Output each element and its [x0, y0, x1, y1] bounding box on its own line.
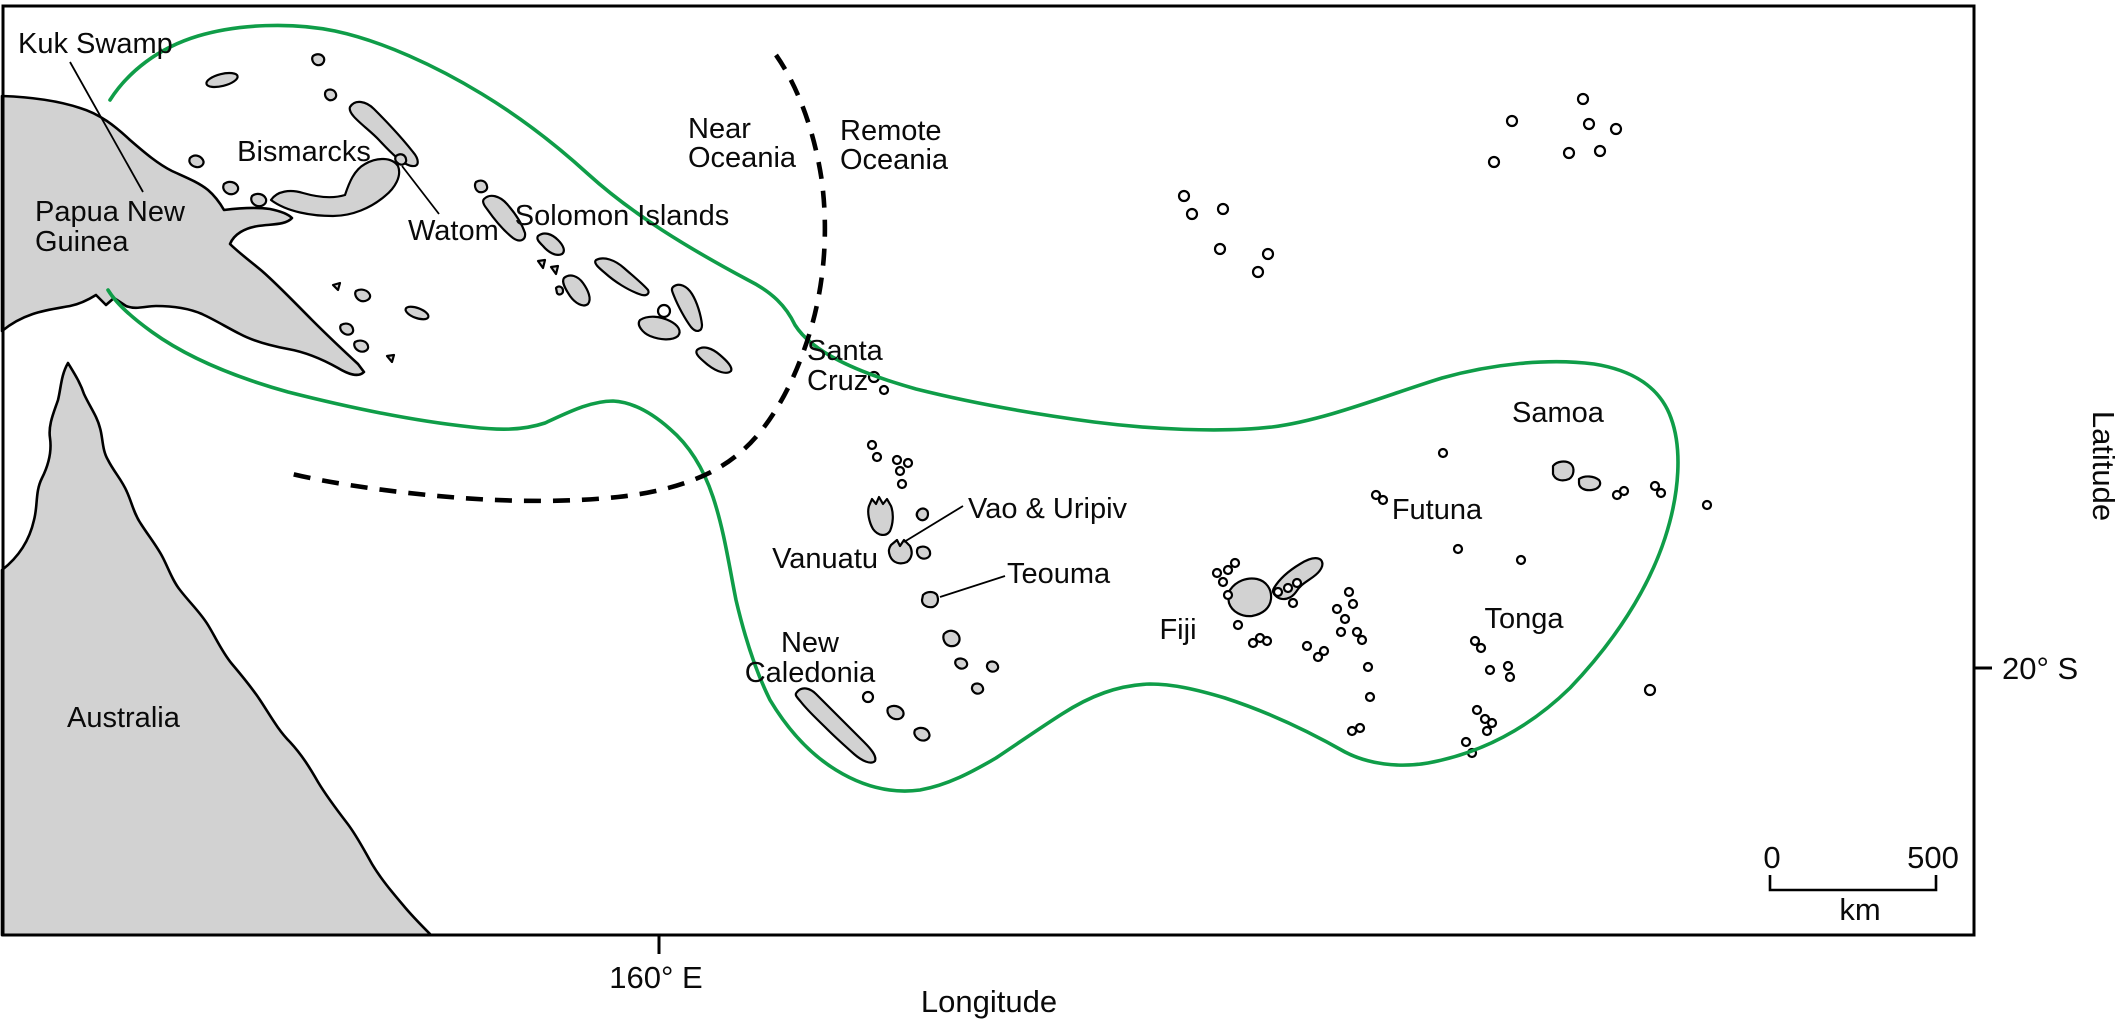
- label-vanuatu: Vanuatu: [772, 543, 878, 575]
- teouma-leader-line: [939, 575, 1006, 598]
- label-tonga: Tonga: [1484, 603, 1564, 635]
- kuk-swamp-leader-line: [69, 61, 144, 193]
- islands-tonga: [1460, 635, 1657, 759]
- y-axis-title: Latitude: [2086, 411, 2115, 521]
- label-solomon-islands: Solomon Islands: [515, 200, 729, 232]
- islands-northeast-atolls: [1177, 92, 1623, 279]
- x-axis-title: Longitude: [921, 984, 1057, 1019]
- scale-bar-labels: 0 500 km: [1763, 840, 1958, 927]
- islands-new-caledonia: [794, 687, 931, 764]
- label-teouma: Teouma: [1007, 558, 1111, 590]
- label-new-caledonia-line2: Caledonia: [745, 657, 876, 689]
- lapita-distribution-outline: [106, 23, 1680, 793]
- islands-bismarck-archipelago: [188, 53, 489, 218]
- label-bismarcks: Bismarcks: [237, 136, 371, 168]
- watom-leader-line: [401, 165, 440, 215]
- label-near-oceania-line1: Near: [688, 113, 751, 145]
- label-near-oceania-line2: Oceania: [688, 142, 797, 174]
- map-border: [1, 4, 1976, 937]
- label-new-caledonia-line1: New: [781, 627, 840, 659]
- label-santa-cruz-line2: Cruz: [807, 365, 868, 397]
- scale-bar: [1768, 875, 1938, 892]
- scale-start-label: 0: [1763, 840, 1780, 875]
- label-remote-oceania-line2: Oceania: [840, 144, 949, 176]
- label-vao-uripiv: Vao & Uripiv: [968, 493, 1128, 525]
- islands-vanuatu: [866, 439, 1000, 695]
- islands-solomons: [481, 194, 733, 374]
- scale-end-label: 500: [1907, 840, 1959, 875]
- label-fiji: Fiji: [1159, 614, 1196, 646]
- label-papua-new-guinea-line1: Papua New: [35, 196, 186, 228]
- label-kuk-swamp: Kuk Swamp: [18, 28, 173, 60]
- y-tick-label: 20° S: [2002, 651, 2078, 686]
- islands-samoa: [1551, 460, 1713, 511]
- label-remote-oceania-line1: Remote: [840, 115, 942, 147]
- label-papua-new-guinea-line2: Guinea: [35, 226, 129, 258]
- label-australia: Australia: [67, 702, 181, 734]
- islands-futuna: [1370, 447, 1527, 566]
- x-tick-label: 160° E: [609, 960, 702, 995]
- landmass-papua-new-guinea: [0, 94, 366, 377]
- islands-fiji: [1211, 557, 1376, 737]
- landmass-australia: [0, 361, 433, 937]
- islands-dentrecasteaux: [331, 281, 430, 364]
- label-watom: Watom: [408, 215, 499, 247]
- vao-uripiv-leader-line: [903, 505, 964, 543]
- label-samoa: Samoa: [1512, 397, 1605, 429]
- label-santa-cruz-line1: Santa: [807, 335, 884, 367]
- label-futuna: Futuna: [1392, 494, 1483, 526]
- axis-labels: 160° E Longitude 20° S Latitude: [609, 411, 2115, 1019]
- map-labels: Kuk Swamp Bismarcks Papua New Guinea Wat…: [18, 28, 1605, 734]
- scale-unit-label: km: [1839, 892, 1880, 927]
